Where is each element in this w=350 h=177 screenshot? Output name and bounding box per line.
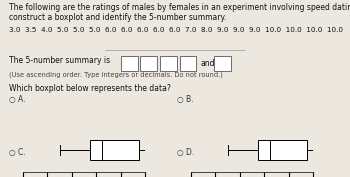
Text: Which boxplot below represents the data?: Which boxplot below represents the data?	[9, 84, 171, 93]
Text: The 5-number summary is: The 5-number summary is	[9, 56, 110, 65]
Text: ○ A.: ○ A.	[9, 95, 25, 104]
PathPatch shape	[258, 140, 307, 159]
PathPatch shape	[90, 140, 139, 159]
Text: The following are the ratings of males by females in an experiment involving spe: The following are the ratings of males b…	[9, 3, 350, 12]
Text: ○ C.: ○ C.	[9, 148, 25, 157]
Text: ○ D.: ○ D.	[177, 148, 194, 157]
Text: 3.0  3.5  4.0  5.0  5.0  5.0  6.0  6.0  6.0  6.0  6.0  7.0  8.0  9.0  9.0  9.0  : 3.0 3.5 4.0 5.0 5.0 5.0 6.0 6.0 6.0 6.0 …	[9, 27, 343, 33]
Text: ○ B.: ○ B.	[177, 95, 193, 104]
Text: (Use ascending order. Type integers or decimals. Do not round.): (Use ascending order. Type integers or d…	[9, 72, 223, 78]
Text: and: and	[200, 59, 215, 68]
Text: construct a boxplot and identify the 5-number summary.: construct a boxplot and identify the 5-n…	[9, 13, 226, 22]
